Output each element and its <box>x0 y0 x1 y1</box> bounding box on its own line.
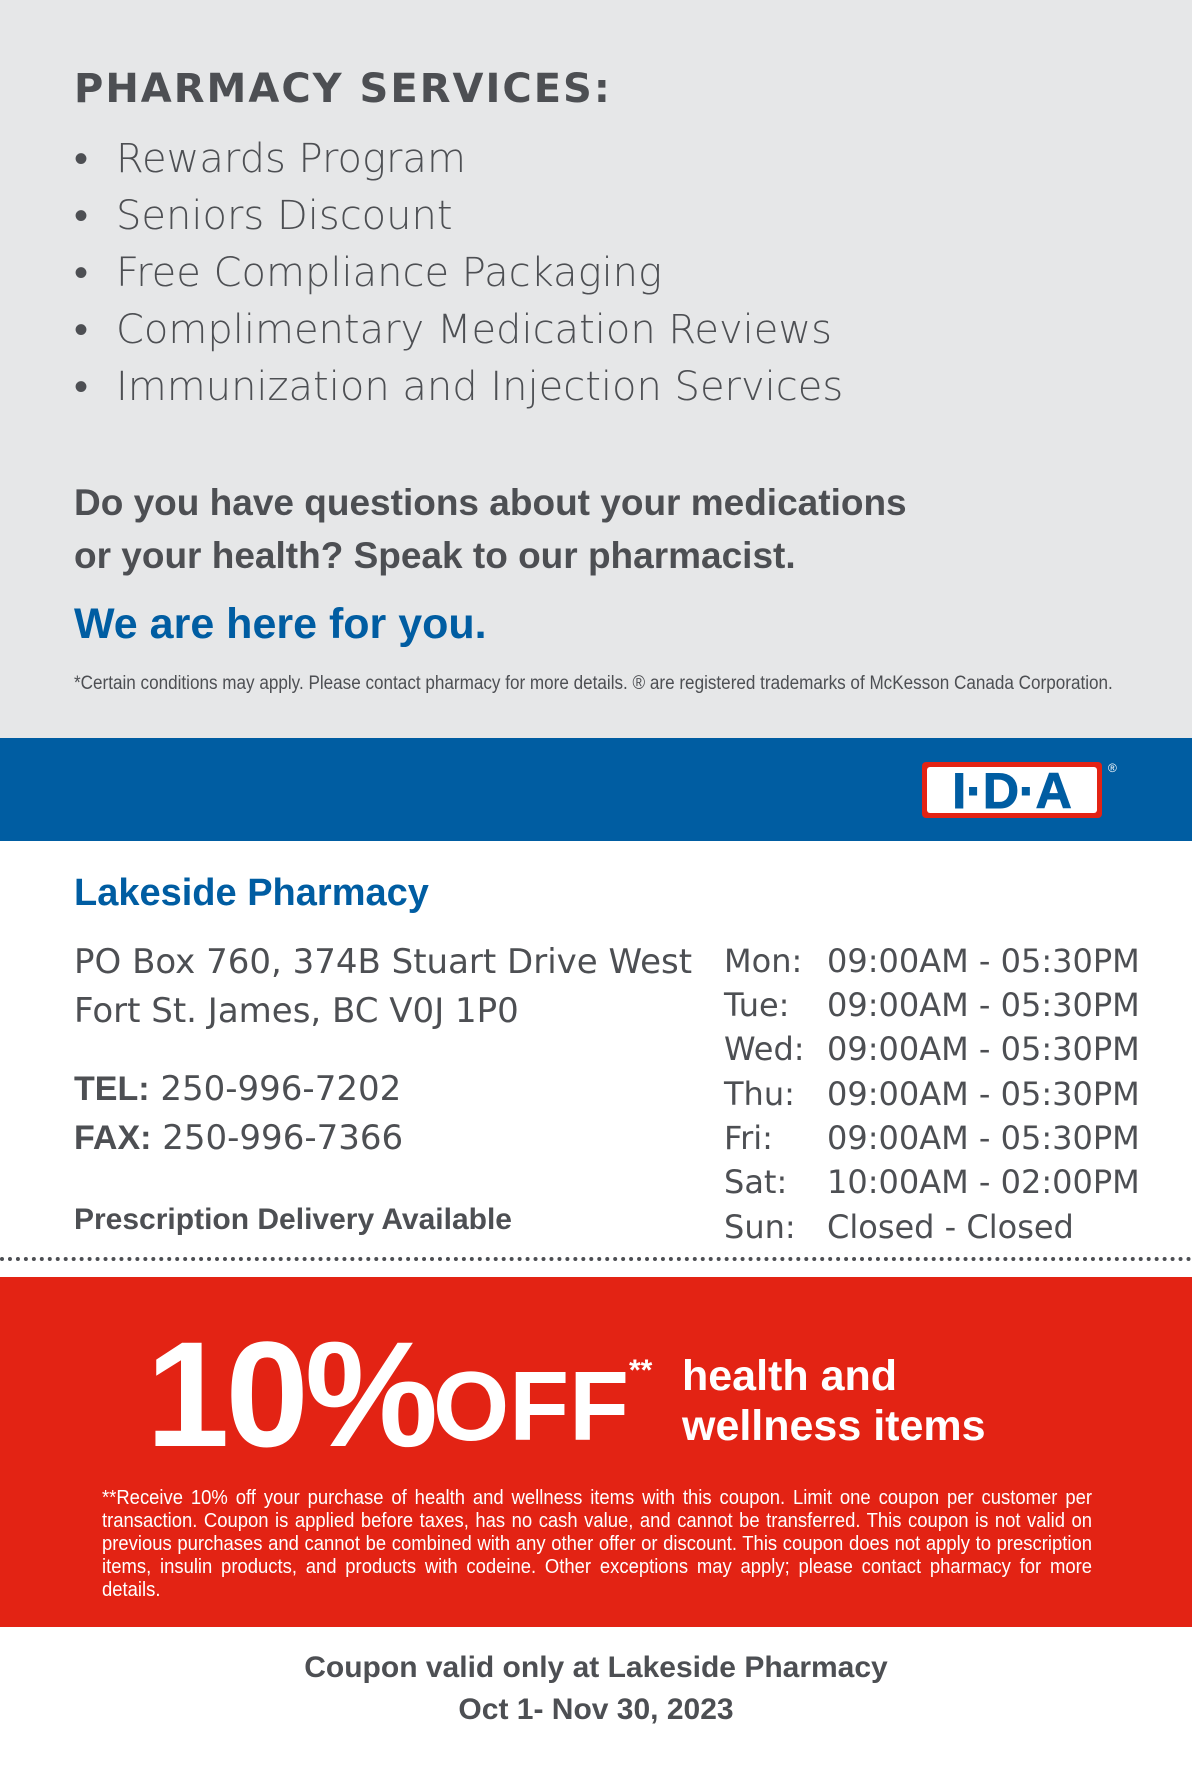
service-item: • Seniors Discount <box>74 193 453 239</box>
services-title: PHARMACY SERVICES: <box>74 66 612 112</box>
svg-text:I·D·A: I·D·A <box>952 763 1071 819</box>
hours-day: Wed: <box>724 1030 805 1068</box>
hours-time: 09:00AM - 05:30PM <box>827 1075 1140 1113</box>
hours-time: 09:00AM - 05:30PM <box>827 986 1140 1024</box>
coupon-item-line-2: wellness items <box>682 1402 986 1450</box>
hours-time: 09:00AM - 05:30PM <box>827 1119 1140 1157</box>
address-line-2: Fort St. James, BC V0J 1P0 <box>74 991 519 1031</box>
hours-time: 10:00AM - 02:00PM <box>827 1163 1140 1201</box>
coupon-cut-line <box>0 1257 1192 1261</box>
hours-day: Mon: <box>724 942 803 980</box>
services-panel <box>0 0 1192 738</box>
hours-day: Thu: <box>724 1075 795 1113</box>
hours-day: Fri: <box>724 1119 773 1157</box>
question-line-1: Do you have questions about your medicat… <box>74 482 907 523</box>
hours-time: 09:00AM - 05:30PM <box>827 1030 1140 1068</box>
service-item: • Rewards Program <box>74 136 466 182</box>
address-line-1: PO Box 760, 374B Stuart Drive West <box>74 942 693 982</box>
phone[interactable]: TEL: 250-996-7202 <box>74 1069 402 1109</box>
coupon-valid-location: Coupon valid only at Lakeside Pharmacy <box>304 1651 888 1684</box>
hours-time: Closed - Closed <box>827 1208 1074 1246</box>
svg-text:®: ® <box>1108 761 1117 775</box>
disclaimer: *Certain conditions may apply. Please co… <box>74 673 1113 694</box>
tagline: We are here for you. <box>74 600 487 648</box>
ida-logo: I·D·A ® <box>920 758 1120 826</box>
fax: FAX: 250-996-7366 <box>74 1118 404 1158</box>
delivery-note: Prescription Delivery Available <box>74 1203 512 1236</box>
coupon-terms: **Receive 10% off your purchase of healt… <box>102 1486 1092 1601</box>
question-line-2: or your health? Speak to our pharmacist. <box>74 535 796 576</box>
discount-off: OFF** <box>433 1351 653 1461</box>
pharmacy-name: Lakeside Pharmacy <box>74 872 429 914</box>
hours-time: 09:00AM - 05:30PM <box>827 942 1140 980</box>
service-item: • Complimentary Medication Reviews <box>74 307 832 353</box>
hours-day: Sat: <box>724 1163 788 1201</box>
coupon-panel <box>0 1277 1192 1627</box>
service-item: • Immunization and Injection Services <box>74 364 844 410</box>
discount-percent: 10% <box>146 1310 438 1478</box>
hours-day: Tue: <box>724 986 790 1024</box>
hours-day: Sun: <box>724 1208 796 1246</box>
coupon-valid-dates: Oct 1- Nov 30, 2023 <box>458 1693 734 1726</box>
service-item: • Free Compliance Packaging <box>74 250 663 296</box>
coupon-item-line-1: health and <box>682 1352 898 1400</box>
